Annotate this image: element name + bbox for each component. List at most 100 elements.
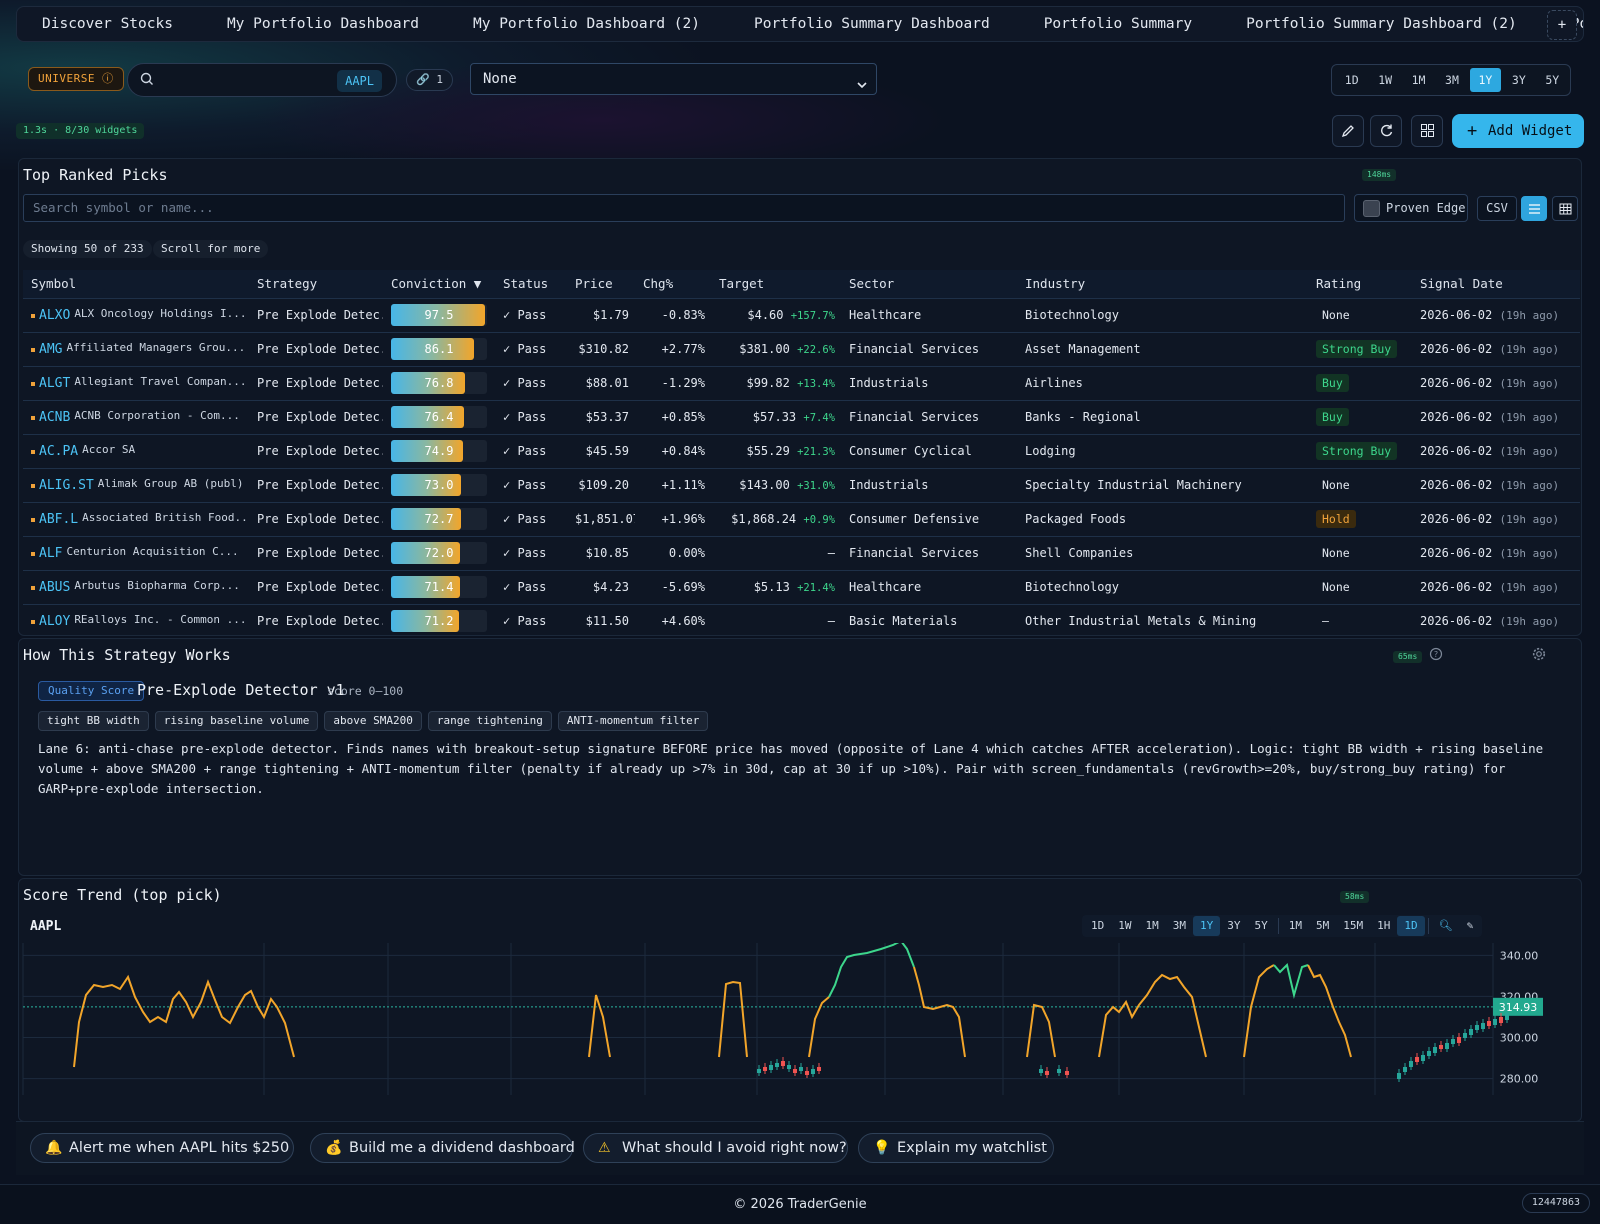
link-count-chip[interactable]: 🔗 1 <box>406 69 453 91</box>
tab-portfolio-summary-dashboard-2[interactable]: Portfolio Summary Dashboard (2) <box>1246 16 1517 32</box>
range-1d[interactable]: 1D <box>1344 73 1359 87</box>
proven-edge-toggle[interactable]: Proven Edge <box>1354 194 1468 222</box>
col-signal-date[interactable]: Signal Date <box>1412 270 1580 298</box>
tab-portfolio-summary[interactable]: Portfolio Summary <box>1043 16 1193 32</box>
signal-date-cell: 2026-06-02 (19h ago) <box>1412 331 1580 366</box>
signal-dot <box>31 517 35 522</box>
symbol-cell[interactable]: ALIG.ST Alimak Group AB (publ) <box>23 467 249 502</box>
table-row[interactable]: ACNB ACNB Corporation - Com... Pre Explode… <box>23 399 1580 434</box>
range-1m[interactable]: 1M <box>1411 73 1426 87</box>
table-row[interactable]: ALGT Allegiant Travel Compan... Pre Explod… <box>23 365 1580 400</box>
range-3m[interactable]: 3M <box>1445 73 1459 87</box>
range-5y[interactable]: 5Y <box>1545 73 1560 87</box>
conviction-fill <box>391 474 462 496</box>
tf-5y[interactable]: 5Y <box>1254 919 1268 932</box>
symbol-cell[interactable]: ALF Centurion Acquisition C... <box>23 535 249 570</box>
prompt-avoid[interactable]: ⚠ What should I avoid right now? <box>583 1133 848 1163</box>
tf-1m[interactable]: 1M <box>1145 919 1159 932</box>
symbol-cell[interactable]: AMG Affiliated Managers Grou... <box>23 331 249 366</box>
prompt-watchlist[interactable]: 💡 Explain my watchlist <box>858 1133 1054 1163</box>
col-chg[interactable]: Chg% <box>635 270 711 298</box>
table-row[interactable]: ABUS Arbutus Biopharma Corp... Pre Explode… <box>23 569 1580 604</box>
tf-3y[interactable]: 3Y <box>1227 919 1241 932</box>
picks-search-input[interactable]: Search symbol or name... <box>23 194 1345 222</box>
tab-portfolio-summary-dashboard[interactable]: Portfolio Summary Dashboard <box>754 16 990 32</box>
edit-button[interactable] <box>1332 115 1364 147</box>
symbol-cell[interactable]: ALXO ALX Oncology Holdings I... <box>23 297 249 332</box>
symbol-cell[interactable]: ABUS Arbutus Biopharma Corp... <box>23 569 249 604</box>
gear-icon[interactable] <box>1532 647 1546 665</box>
table-row[interactable]: ALF Centurion Acquisition C... Pre Explode… <box>23 535 1580 570</box>
symbol-cell[interactable]: ALOY REalloys Inc. - Common ... <box>23 603 249 635</box>
active-symbol-chip[interactable]: AAPL <box>337 70 382 92</box>
ticker[interactable]: ACNB <box>39 410 71 425</box>
ticker[interactable]: AMG <box>39 342 63 357</box>
filter-select[interactable]: None <box>470 63 877 95</box>
col-conviction[interactable]: Conviction ▼ <box>383 270 495 298</box>
table-row[interactable]: AMG Affiliated Managers Grou... Pre Explod… <box>23 331 1580 366</box>
col-rating[interactable]: Rating <box>1308 270 1412 298</box>
symbol-search-input[interactable]: AAPL <box>127 63 397 97</box>
tf-1d[interactable]: 1D <box>1091 919 1105 932</box>
csv-button[interactable]: CSV <box>1477 196 1517 221</box>
tab-discover-stocks[interactable]: Discover Stocks <box>42 16 173 32</box>
ticker[interactable]: ALXO <box>39 308 71 323</box>
draw-button[interactable]: ✎ <box>1460 916 1481 936</box>
table-row[interactable]: ALIG.ST Alimak Group AB (publ) Pre Explode… <box>23 467 1580 502</box>
range-1w[interactable]: 1W <box>1378 73 1393 87</box>
zoom-button[interactable]: 🔍︎ <box>1432 916 1460 936</box>
symbol-cell[interactable]: ACNB ACNB Corporation - Com... <box>23 399 249 434</box>
range-3y[interactable]: 3Y <box>1511 73 1526 87</box>
ticker[interactable]: ALOY <box>39 614 71 630</box>
conviction-bar: 86.1 <box>391 338 487 360</box>
ticker[interactable]: ALIG.ST <box>39 478 94 493</box>
interval-15m[interactable]: 15M <box>1343 919 1364 932</box>
ticker[interactable]: ALF <box>39 546 63 561</box>
interval-1m[interactable]: 1M <box>1288 919 1302 932</box>
prompt-alert[interactable]: 🔔 Alert me when AAPL hits $250 <box>30 1133 294 1163</box>
prompt-dividend[interactable]: 💰 Build me a dividend dashboard <box>310 1133 575 1163</box>
refresh-button[interactable] <box>1370 115 1402 147</box>
ticker[interactable]: ALGT <box>39 376 71 391</box>
checkbox[interactable] <box>1363 200 1380 217</box>
list-view-button[interactable] <box>1521 196 1547 221</box>
tf-1y[interactable]: 1Y <box>1193 916 1221 936</box>
tf-1w[interactable]: 1W <box>1118 919 1132 932</box>
universe-badge[interactable]: UNIVERSE ⓘ <box>28 67 124 91</box>
interval-1d[interactable]: 1D <box>1397 916 1425 936</box>
col-sector[interactable]: Sector <box>841 270 1017 298</box>
table-row[interactable]: ALXO ALX Oncology Holdings I... Pre Explod… <box>23 297 1580 332</box>
table-row[interactable]: ABF.L Associated British Food... Pre Explo… <box>23 501 1580 536</box>
tab-my-portfolio-dashboard[interactable]: My Portfolio Dashboard <box>226 16 420 32</box>
tab-my-portfolio-dashboard-2[interactable]: My Portfolio Dashboard (2) <box>473 16 700 32</box>
candle <box>1397 1073 1401 1079</box>
tf-3m[interactable]: 3M <box>1172 919 1186 932</box>
col-price[interactable]: Price <box>567 270 635 298</box>
interval-5m[interactable]: 5M <box>1316 919 1330 932</box>
add-widget-button[interactable]: + Add Widget <box>1452 114 1584 148</box>
col-symbol[interactable]: Symbol <box>23 270 249 298</box>
prompt-label: Explain my watchlist <box>897 1140 1047 1156</box>
help-icon[interactable]: ? <box>1429 647 1443 665</box>
ticker[interactable]: ABUS <box>39 580 71 595</box>
col-strategy[interactable]: Strategy <box>249 270 383 298</box>
price-cell: $45.59 <box>567 433 635 468</box>
range-1y[interactable]: 1Y <box>1469 68 1502 92</box>
ticker[interactable]: ABF.L <box>39 512 79 527</box>
layout-button[interactable] <box>1411 115 1443 147</box>
col-target[interactable]: Target <box>711 270 841 298</box>
symbol-cell[interactable]: ABF.L Associated British Food... <box>23 501 249 536</box>
tab-bar: Discover Stocks My Portfolio Dashboard M… <box>16 6 1584 42</box>
interval-1h[interactable]: 1H <box>1377 919 1391 932</box>
grid-view-button[interactable] <box>1552 196 1578 221</box>
col-status[interactable]: Status <box>495 270 567 298</box>
symbol-cell[interactable]: AC.PA Accor SA <box>23 433 249 468</box>
table-row[interactable]: ALOY REalloys Inc. - Common ... Pre Explod… <box>23 603 1580 635</box>
add-tab-button[interactable]: + <box>1547 10 1577 40</box>
conviction-cell: 74.9 <box>383 433 495 468</box>
symbol-cell[interactable]: ALGT Allegiant Travel Compan... <box>23 365 249 400</box>
ticker[interactable]: AC.PA <box>39 444 79 459</box>
col-industry[interactable]: Industry <box>1017 270 1308 298</box>
